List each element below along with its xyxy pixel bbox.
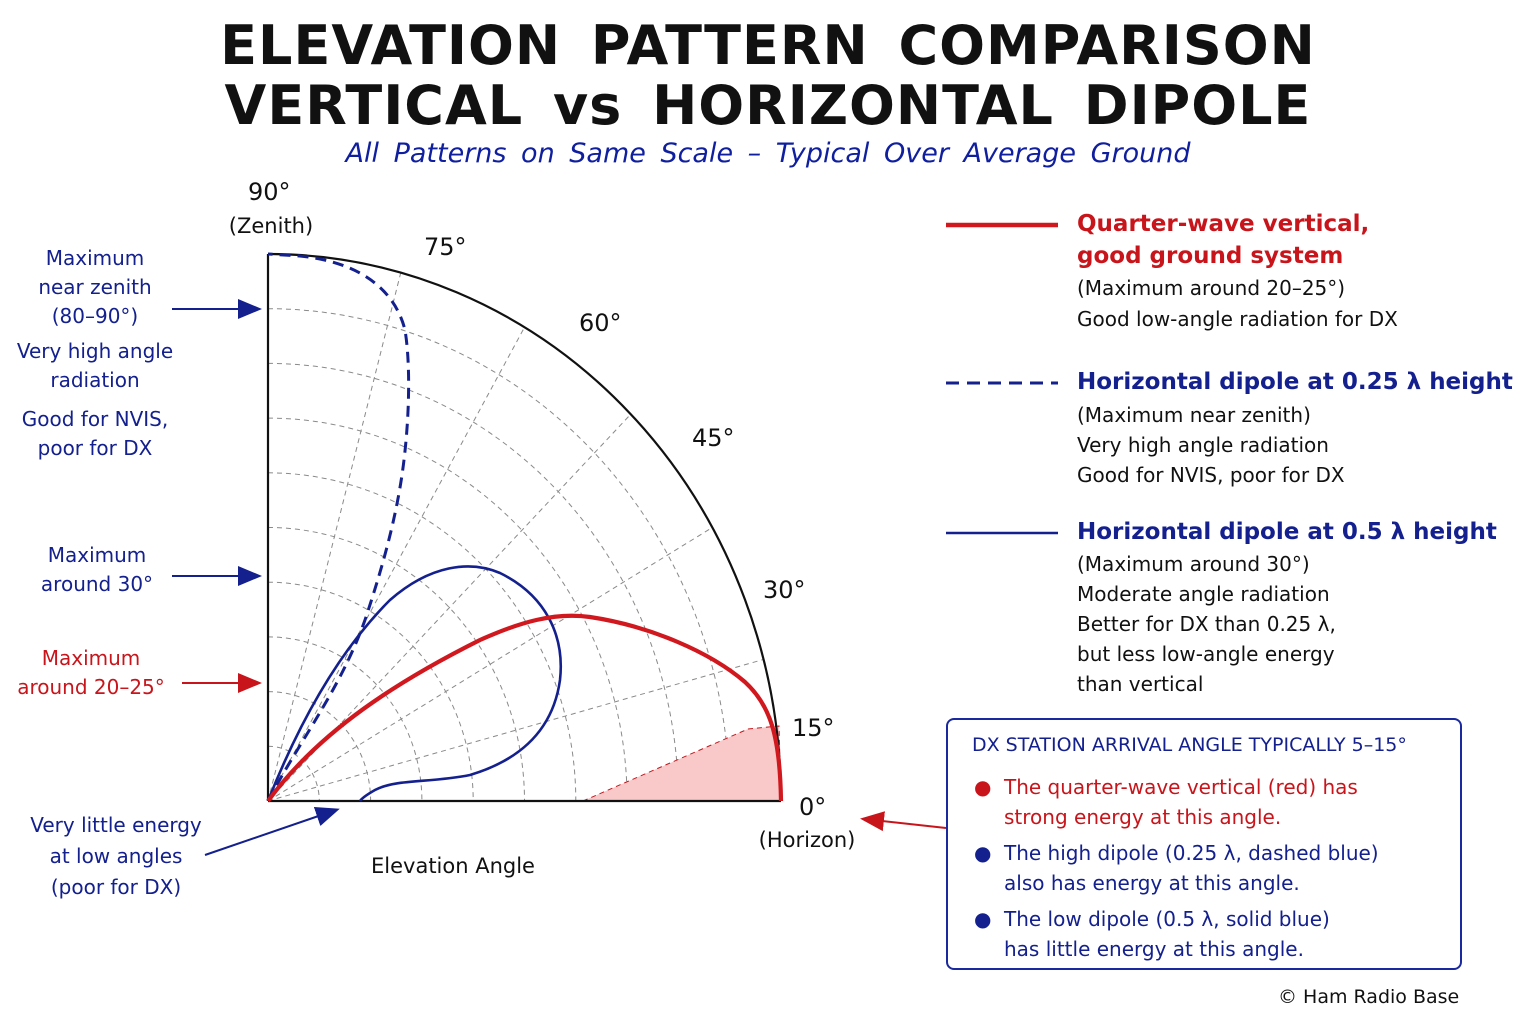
legend-vertical-title: Quarter-wave vertical, good ground syste…	[1077, 208, 1369, 272]
zenith-note-line: Very high angle	[16, 339, 174, 363]
grid-spoke-45	[267, 413, 632, 802]
low-note-line: at low angles	[49, 844, 183, 868]
legend-desc-line: Good for NVIS, poor for DX	[1077, 463, 1345, 487]
legend-desc-line: Moderate angle radiation	[1077, 582, 1330, 606]
angle-label-0: 0°	[799, 793, 827, 821]
vertical-note: Maximum around 20–25°	[6, 644, 176, 702]
vertical-pattern	[266, 613, 784, 803]
zenith-note-line: poor for DX	[37, 436, 153, 460]
grid-spoke-75	[267, 272, 402, 802]
legend-dipole-025-desc: (Maximum near zenith) Very high angle ra…	[1077, 400, 1345, 490]
dipole-025-pattern	[266, 252, 411, 802]
grid-ring	[267, 691, 372, 802]
legend-desc-line: but less low-angle energy	[1077, 642, 1335, 666]
thirty-note-line: around 30°	[40, 572, 154, 596]
outer-boundary-arc	[267, 252, 783, 802]
dx-bullet-line: The quarter-wave vertical (red) has	[1004, 775, 1358, 799]
dx-bullet-line: has little energy at this angle.	[1004, 937, 1304, 961]
page-subtitle: All Patterns on Same Scale – Typical Ove…	[345, 138, 1191, 169]
angle-label-60: 60°	[579, 309, 622, 337]
zenith-label: (Zenith)	[228, 214, 314, 238]
vertical-note-line: Maximum	[41, 646, 141, 670]
legend-dipole-025-title: Horizontal dipole at 0.25 λ height	[1077, 369, 1513, 395]
angle-label-30: 30°	[763, 576, 806, 604]
legend-dipole-05-desc: (Maximum around 30°) Moderate angle radi…	[1077, 549, 1336, 699]
legend-vertical-title-line: Quarter-wave vertical,	[1077, 211, 1370, 237]
dx-arrival-region	[582, 725, 782, 802]
dx-bullet-line: strong energy at this angle.	[1004, 805, 1282, 829]
angle-label-15: 15°	[792, 714, 835, 742]
page-title-line1: ELEVATION PATTERN COMPARISON	[220, 14, 1316, 77]
legend-desc-line: Better for DX than 0.25 λ,	[1077, 612, 1336, 636]
low-note-line: Very little energy	[30, 813, 202, 837]
dx-bullet-line: also has energy at this angle.	[1004, 871, 1300, 895]
legend-dipole-05-title: Horizontal dipole at 0.5 λ height	[1077, 519, 1497, 545]
horizon-label: (Horizon)	[758, 828, 856, 852]
grid-ring	[267, 745, 320, 802]
zenith-note-line: near zenith	[38, 275, 152, 299]
legend-desc-line: (Maximum near zenith)	[1077, 403, 1311, 427]
grid-ring	[267, 527, 525, 802]
dx-bullet-line: The high dipole (0.25 λ, dashed blue)	[1004, 841, 1379, 865]
legend-vertical-sub: (Maximum around 20–25°)	[1077, 276, 1346, 300]
dx-box-arrow	[860, 811, 947, 832]
zenith-note-line: (80–90°)	[51, 304, 139, 328]
thirty-note: Maximum around 30°	[12, 541, 182, 599]
grid-ring	[267, 308, 731, 802]
grid-spoke-15	[267, 658, 764, 802]
legend-desc-line: Very high angle radiation	[1077, 433, 1329, 457]
low-angle-note: Very little energy at low angles (poor f…	[16, 811, 216, 902]
grid-ring	[267, 581, 474, 802]
polar-grid	[267, 272, 764, 802]
zenith-note-line: radiation	[50, 368, 140, 392]
grid-spoke-30	[267, 527, 713, 802]
x-axis-label: Elevation Angle	[371, 854, 535, 878]
vertical-note-line: around 20–25°	[17, 675, 165, 699]
zenith-note-line: Maximum	[45, 246, 145, 270]
dx-arrival-info-box: DX STATION ARRIVAL ANGLE TYPICALLY 5–15°…	[946, 718, 1462, 970]
zenith-note-line: Good for NVIS,	[21, 407, 169, 431]
legend-vertical-title-line: good ground system	[1077, 243, 1344, 269]
thirty-note-line: Maximum	[47, 543, 147, 567]
bullet-dot-icon: ●	[974, 841, 992, 865]
angle-label-45: 45°	[692, 424, 735, 452]
zenith-note: Maximum near zenith (80–90°) Very high a…	[10, 244, 180, 463]
legend-desc-line: (Maximum around 30°)	[1077, 552, 1310, 576]
dx-box-title: DX STATION ARRIVAL ANGLE TYPICALLY 5–15°	[972, 734, 1407, 756]
dx-bullet-line: The low dipole (0.5 λ, solid blue)	[1004, 907, 1330, 931]
bullet-dot-icon: ●	[974, 907, 992, 931]
legend-desc-line: than vertical	[1077, 672, 1204, 696]
copyright: © Ham Radio Base	[1278, 986, 1460, 1008]
grid-ring	[267, 417, 628, 802]
legend-vertical-desc: Good low-angle radiation for DX	[1077, 307, 1398, 331]
dipole-05-pattern	[266, 565, 563, 802]
page-title-line2: VERTICAL vs HORIZONTAL DIPOLE	[224, 74, 1312, 137]
bullet-dot-icon: ●	[974, 775, 992, 799]
angle-label-75: 75°	[424, 233, 467, 261]
low-note-arrow	[204, 807, 340, 856]
low-note-line: (poor for DX)	[50, 875, 182, 899]
angle-label-90: 90°	[248, 178, 291, 206]
